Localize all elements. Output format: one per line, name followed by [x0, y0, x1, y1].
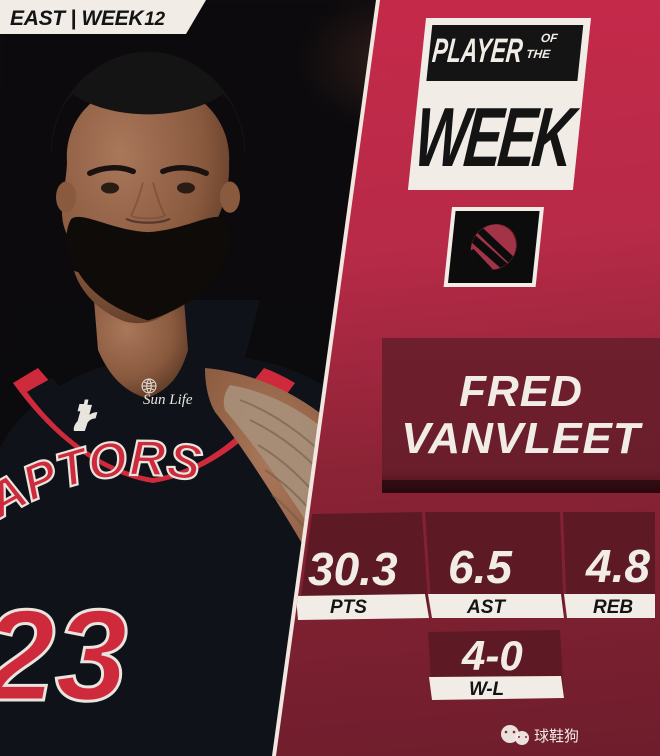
svg-text:4-0: 4-0: [461, 632, 523, 679]
svg-text:30.3: 30.3: [308, 543, 398, 595]
svg-text:4.8: 4.8: [585, 540, 650, 592]
svg-text:PTS: PTS: [330, 597, 367, 618]
svg-text:REB: REB: [593, 597, 633, 618]
svg-text:球鞋狗: 球鞋狗: [534, 728, 579, 745]
svg-text:6.5: 6.5: [448, 541, 513, 593]
svg-text:AST: AST: [466, 597, 506, 618]
svg-text:W-L: W-L: [469, 679, 504, 700]
